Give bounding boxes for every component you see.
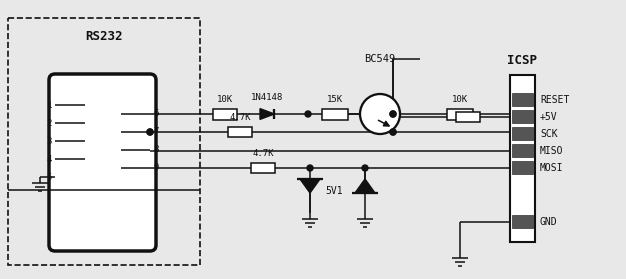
Text: MISO: MISO: [540, 146, 563, 156]
Text: 7: 7: [153, 128, 158, 136]
Text: BC549: BC549: [364, 54, 396, 64]
Bar: [512, 93, 533, 106]
Bar: [510, 75, 535, 242]
Bar: [322, 109, 348, 119]
Text: ICSP: ICSP: [508, 54, 538, 66]
Bar: [447, 109, 473, 119]
Circle shape: [307, 165, 313, 171]
Polygon shape: [260, 109, 274, 119]
Text: SCK: SCK: [540, 129, 558, 139]
Circle shape: [390, 111, 396, 117]
Text: 1: 1: [46, 100, 52, 109]
Bar: [456, 112, 480, 122]
Text: 15K: 15K: [327, 95, 343, 104]
Bar: [8, 18, 200, 265]
Text: 4.7K: 4.7K: [229, 113, 251, 122]
Text: 8: 8: [153, 146, 158, 155]
Text: 5: 5: [46, 172, 52, 182]
Bar: [512, 161, 533, 174]
FancyBboxPatch shape: [49, 74, 156, 251]
Circle shape: [390, 129, 396, 135]
Text: 4.7K: 4.7K: [252, 149, 274, 158]
Bar: [512, 110, 533, 123]
Circle shape: [305, 111, 311, 117]
Text: 6: 6: [153, 109, 158, 119]
Circle shape: [390, 129, 396, 135]
Text: GND: GND: [540, 217, 558, 227]
Text: RS232: RS232: [85, 30, 123, 42]
Polygon shape: [300, 179, 320, 193]
Bar: [512, 215, 533, 228]
Text: MOSI: MOSI: [540, 163, 563, 173]
Circle shape: [360, 94, 400, 134]
Bar: [512, 127, 533, 140]
Bar: [228, 127, 252, 137]
Text: 5V1: 5V1: [325, 186, 342, 196]
Circle shape: [362, 165, 368, 171]
Text: +5V: +5V: [540, 112, 558, 122]
Circle shape: [147, 129, 153, 135]
Text: 1N4148: 1N4148: [251, 93, 284, 102]
Text: 3: 3: [46, 136, 52, 146]
Text: 10K: 10K: [452, 95, 468, 104]
Bar: [213, 109, 237, 119]
Bar: [251, 163, 275, 173]
Text: 9: 9: [153, 163, 158, 172]
Polygon shape: [355, 179, 375, 193]
Text: 10K: 10K: [217, 95, 233, 104]
Bar: [512, 144, 533, 157]
Circle shape: [147, 129, 153, 135]
Text: 2: 2: [46, 119, 52, 128]
Text: 4: 4: [46, 155, 52, 163]
Circle shape: [390, 111, 396, 117]
Text: RESET: RESET: [540, 95, 570, 105]
